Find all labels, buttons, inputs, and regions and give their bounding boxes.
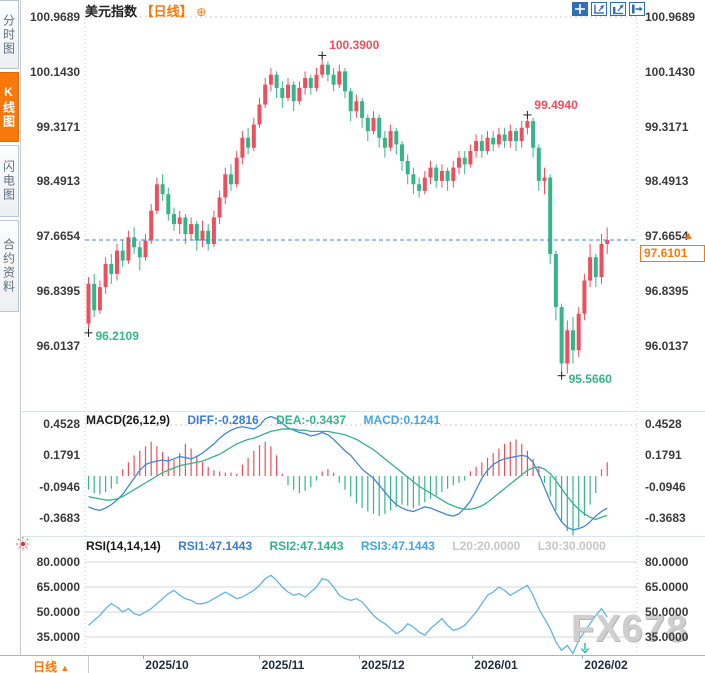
time-axis-tick [472,655,473,659]
panel-separator [20,411,705,412]
sidebar-tab-contract-info[interactable]: 合约资料 [0,220,19,312]
instrument-name: 美元指数 [85,4,138,19]
time-axis-tick [143,655,144,659]
crosshair-move-icon[interactable] [572,2,588,16]
caret-up-icon: ▲ [60,663,70,673]
rsi-header: RSI(14,14,14) RSI1:47.1443 RSI2:47.1443 … [86,539,620,553]
rsi-l30-value: L30:30.0000 [537,539,606,553]
chart-title: 美元指数 【日线】 ⊕ [85,1,206,20]
rsi2-value: RSI2:47.1443 [269,539,344,553]
rsi3-value: RSI3:47.1443 [360,539,435,553]
macd-diff-value: DIFF:-0.2816 [187,413,259,427]
sidebar-tab-time-chart[interactable]: 分时图 [0,0,19,69]
pan-exit-right-icon[interactable] [629,2,645,16]
time-axis-bar: 日线 ▲ 2025/10 2025/11 2025/12 2026/01 2026/02 [0,655,705,673]
panel-separator [20,536,705,537]
add-indicator-icon[interactable]: ⊕ [196,5,207,19]
time-axis-tick [582,655,583,659]
rsi-l20-value: L20:20.0000 [452,539,521,553]
macd-macd-value: MACD:0.1241 [363,413,441,427]
bottom-bar-divider [88,656,89,673]
macd-header: MACD(26,12,9) DIFF:-0.2816 DEA:-0.3437 M… [86,413,454,427]
period-tag: 【日线】 [140,4,193,19]
rsi1-value: RSI1:47.1443 [178,539,253,553]
live-flash-icon[interactable] [15,536,31,552]
scale-axis-right-icon[interactable] [610,2,626,16]
time-axis-date-label: 2025/12 [361,658,405,672]
time-axis-date-label: 2025/11 [261,658,305,672]
time-marker-icon [580,643,590,654]
toolbar [572,2,645,16]
price-up-arrow-icon: ▲ [683,230,694,242]
time-axis-date-label: 2026/02 [584,658,628,672]
time-axis-tick [259,655,260,659]
macd-dea-value: DEA:-0.3437 [276,413,347,427]
sidebar-tab-kline-chart[interactable]: K线图 [0,72,19,142]
time-axis-date-label: 2025/10 [145,658,189,672]
time-axis-date-label: 2026/01 [474,658,518,672]
sidebar-tab-lightning-chart[interactable]: 闪电图 [0,145,19,217]
period-selector[interactable]: 日线 ▲ [33,658,69,673]
time-axis-tick [359,655,360,659]
scale-axis-left-icon[interactable] [591,2,607,16]
current-price-box: 97.6101 [640,245,705,262]
rsi-name: RSI(14,14,14) [86,539,161,553]
macd-name: MACD(26,12,9) [86,413,171,427]
sidebar: 分时图 K线图 闪电图 合约资料 [0,0,21,673]
period-selector-label: 日线 [33,660,58,673]
